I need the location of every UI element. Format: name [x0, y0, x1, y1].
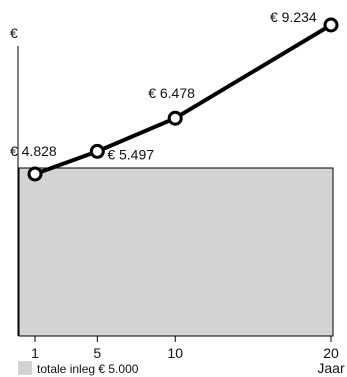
data-label: € 5.497 — [107, 146, 154, 162]
data-label: € 6.478 — [148, 85, 195, 101]
y-axis-label: € — [10, 25, 18, 41]
x-tick-label-1: 1 — [31, 345, 39, 361]
data-point-marker — [167, 110, 183, 126]
data-label: € 4.828 — [10, 143, 57, 159]
data-point-marker — [323, 17, 339, 33]
baseline-total-deposit-area — [18, 167, 334, 337]
x-axis-label: Jaar — [317, 360, 345, 376]
legend-swatch — [18, 361, 32, 375]
data-points: € 4.828 € 5.497 € 6.478 € 9.234 — [10, 9, 339, 182]
data-point-marker — [27, 166, 43, 182]
x-tick-label-20: 20 — [323, 345, 339, 361]
x-tick-label-5: 5 — [93, 345, 101, 361]
x-tick-label-10: 10 — [167, 345, 183, 361]
series-line — [34, 23, 333, 176]
data-label: € 9.234 — [270, 9, 317, 25]
x-axis-ticks: 1 5 10 20 — [31, 336, 339, 361]
data-point-marker — [89, 143, 105, 159]
legend-label: totale inleg € 5.000 — [37, 362, 139, 376]
